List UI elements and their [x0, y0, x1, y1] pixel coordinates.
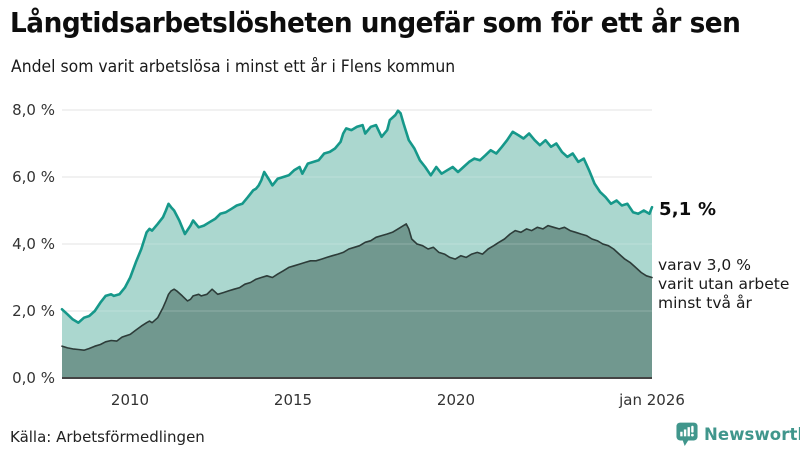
series-end-label-subset: varav 3,0 % varit utan arbete minst två … — [658, 256, 789, 313]
series-end-label-total: 5,1 % — [659, 199, 717, 220]
subset-label-line1: varav 3,0 % — [658, 256, 751, 274]
y-tick-6: 6,0 % — [12, 168, 55, 186]
x-tick-jan-2026: jan 2026 — [619, 391, 685, 409]
x-tick-2020: 2020 — [436, 391, 476, 409]
source-attribution: Källa: Arbetsförmedlingen — [10, 428, 205, 446]
x-tick-2010: 2010 — [110, 391, 150, 409]
subset-label-line3: minst två år — [658, 294, 752, 312]
y-tick-2: 2,0 % — [12, 302, 55, 320]
page-title: Långtidsarbetslösheten ungefär som för e… — [10, 6, 741, 39]
speech-bubble-bar-chart-icon — [676, 422, 698, 446]
x-tick-2015: 2015 — [273, 391, 313, 409]
brand-name: Newsworthy — [704, 425, 800, 444]
newsworthy-logo: Newsworthy — [676, 422, 800, 447]
y-tick-8: 8,0 % — [12, 101, 55, 119]
y-tick-0: 0,0 % — [12, 369, 55, 387]
y-tick-4: 4,0 % — [12, 235, 55, 253]
chart-subtitle: Andel som varit arbetslösa i minst ett å… — [11, 57, 456, 77]
subset-label-line2: varit utan arbete — [658, 275, 790, 293]
